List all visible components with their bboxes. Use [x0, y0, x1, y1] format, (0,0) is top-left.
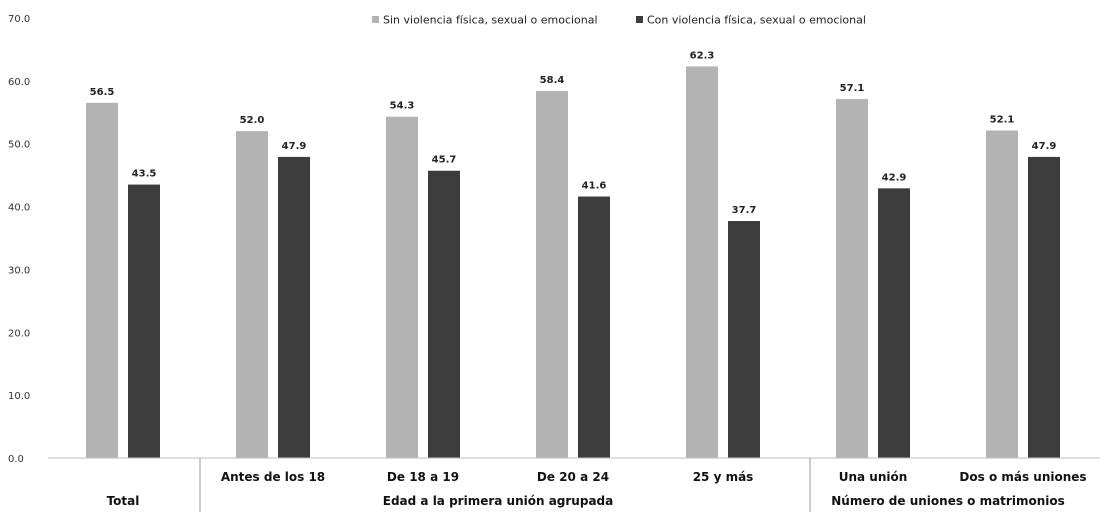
legend-label: Con violencia física, sexual o emocional	[647, 14, 866, 27]
bar-sin-violencia	[986, 130, 1018, 458]
bars	[86, 66, 1060, 459]
y-axis: 0.0 10.0 20.0 30.0 40.0 50.0 60.0 70.0	[8, 14, 30, 465]
bar-con-violencia	[878, 188, 910, 459]
data-label: 47.9	[1032, 141, 1057, 152]
y-tick-label: 60.0	[8, 77, 30, 88]
group-label: Edad a la primera unión agrupada	[383, 494, 613, 508]
bar-sin-violencia	[686, 66, 718, 459]
data-label: 58.4	[540, 75, 565, 86]
y-tick-label: 40.0	[8, 203, 30, 214]
data-label: 43.5	[132, 169, 157, 180]
legend-label: Sin violencia física, sexual o emocional	[383, 14, 598, 27]
bar-con-violencia	[428, 170, 460, 458]
bar-sin-violencia	[536, 90, 568, 459]
y-tick-label: 0.0	[8, 454, 24, 465]
legend-swatch	[636, 16, 643, 23]
y-tick-label: 20.0	[8, 328, 30, 339]
bar-sin-violencia	[836, 99, 868, 458]
data-label: 52.0	[240, 115, 265, 126]
y-tick-label: 70.0	[8, 14, 30, 25]
data-label: 37.7	[732, 205, 757, 216]
bar-con-violencia	[278, 156, 310, 458]
bar-con-violencia	[128, 184, 160, 459]
data-label: 47.9	[282, 141, 307, 152]
bar-con-violencia	[728, 221, 760, 458]
value-labels: 56.5 43.5 52.0 47.9 54.3 45.7 58.4 41.6 62.3 37.7…	[90, 50, 1057, 216]
category-label: 25 y más	[693, 470, 754, 484]
data-label: 56.5	[90, 87, 115, 98]
data-label: 57.1	[840, 83, 865, 94]
category-label: Antes de los 18	[221, 470, 325, 484]
y-tick-label: 30.0	[8, 265, 30, 276]
category-label: De 18 a 19	[387, 470, 459, 484]
data-label: 41.6	[582, 181, 607, 192]
data-label: 62.3	[690, 50, 715, 61]
group-label: Total	[107, 494, 140, 508]
data-label: 52.1	[990, 115, 1015, 126]
data-label: 45.7	[432, 155, 457, 166]
data-label: 54.3	[390, 101, 415, 112]
legend-swatch	[372, 16, 379, 23]
y-tick-label: 10.0	[8, 391, 30, 402]
legend: Sin violencia física, sexual o emocional…	[372, 14, 866, 27]
bar-sin-violencia	[236, 131, 268, 458]
group-label: Número de uniones o matrimonios	[831, 494, 1065, 508]
x-axis: Antes de los 18 De 18 a 19 De 20 a 24 25 y …	[48, 457, 1100, 512]
bar-con-violencia	[578, 196, 610, 458]
category-label: Una unión	[839, 470, 908, 484]
bar-sin-violencia	[86, 102, 118, 458]
bar-sin-violencia	[386, 116, 418, 458]
data-label: 42.9	[882, 172, 907, 183]
bar-con-violencia	[1028, 156, 1060, 458]
category-label: De 20 a 24	[537, 470, 609, 484]
y-tick-label: 50.0	[8, 140, 30, 151]
category-label: Dos o más uniones	[959, 470, 1086, 484]
